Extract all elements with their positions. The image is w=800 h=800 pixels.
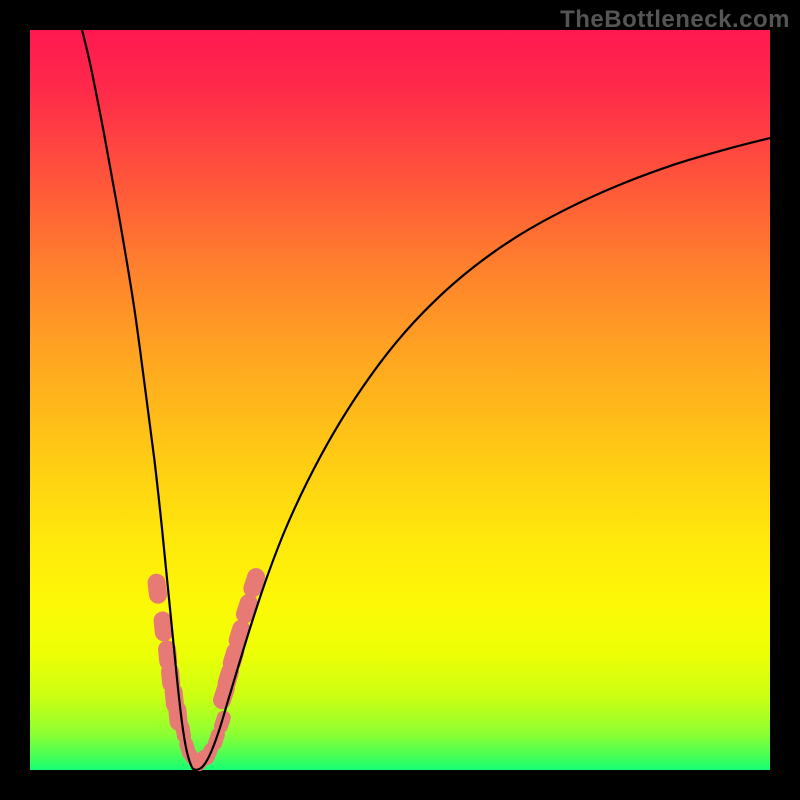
plot-area <box>30 30 770 770</box>
chart-frame: TheBottleneck.com <box>0 0 800 800</box>
marker-capsule <box>147 573 168 605</box>
bottleneck-curve-svg <box>30 30 770 770</box>
bottleneck-curve <box>74 0 770 770</box>
marker-group <box>147 566 268 774</box>
marker-capsule <box>241 566 267 600</box>
